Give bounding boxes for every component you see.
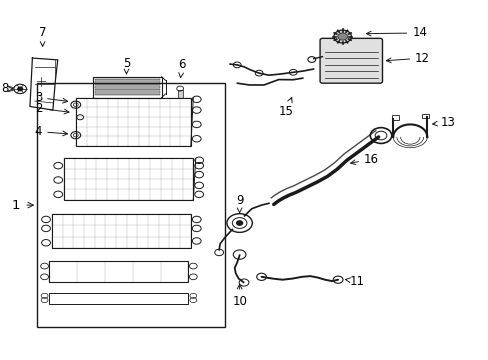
Text: 16: 16 (350, 153, 378, 166)
Text: 13: 13 (432, 116, 454, 129)
Text: 12: 12 (386, 51, 429, 64)
Text: 7: 7 (39, 27, 46, 46)
Circle shape (337, 33, 347, 40)
Circle shape (236, 221, 242, 225)
Text: 11: 11 (345, 275, 364, 288)
Circle shape (18, 87, 22, 91)
Text: 2: 2 (35, 102, 69, 115)
Text: 5: 5 (122, 57, 130, 74)
Bar (49, 293, 188, 304)
Bar (49, 261, 188, 282)
Text: 8: 8 (1, 82, 13, 95)
Bar (391, 116, 398, 120)
Text: 10: 10 (232, 284, 246, 308)
Bar (76, 98, 190, 146)
Text: 4: 4 (35, 125, 67, 138)
Bar (37, 83, 224, 327)
Text: 6: 6 (178, 58, 185, 77)
Bar (95, 94, 160, 95)
Text: 9: 9 (235, 194, 243, 213)
Bar (93, 77, 161, 98)
Bar (64, 158, 193, 200)
Text: 14: 14 (366, 27, 427, 40)
Bar (95, 89, 160, 90)
Bar (95, 84, 160, 85)
Text: 3: 3 (35, 91, 67, 104)
Bar (95, 86, 160, 88)
Circle shape (333, 30, 351, 43)
Bar (95, 91, 160, 93)
Text: 15: 15 (278, 98, 293, 118)
Bar (95, 79, 160, 80)
Bar (421, 114, 428, 118)
Bar (52, 214, 190, 248)
Text: 1: 1 (11, 199, 20, 212)
FancyBboxPatch shape (320, 39, 382, 83)
Bar (95, 81, 160, 83)
Bar (177, 90, 182, 98)
